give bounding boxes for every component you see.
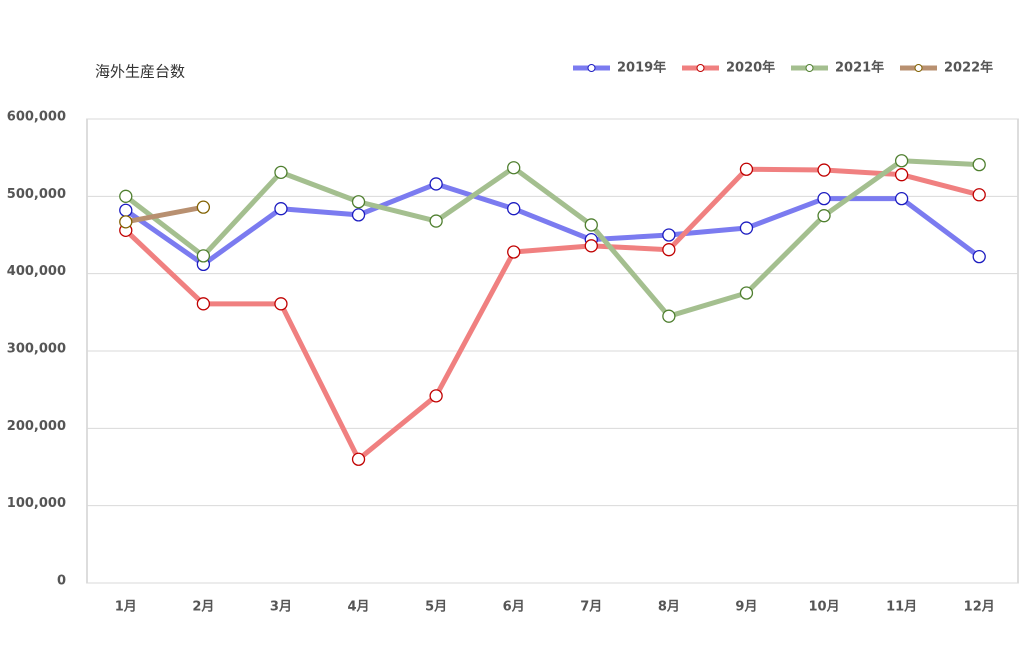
data-point bbox=[972, 188, 986, 202]
data-point bbox=[972, 250, 986, 264]
chart-title: 海外生産台数 bbox=[95, 63, 185, 81]
legend-marker bbox=[696, 64, 705, 72]
data-point bbox=[972, 157, 986, 172]
x-tick-label: 5月 bbox=[425, 600, 447, 615]
x-tick-label: 6月 bbox=[503, 600, 525, 615]
x-tick-label: 3月 bbox=[270, 600, 292, 615]
y-tick-label: 0 bbox=[57, 574, 66, 589]
series-line bbox=[124, 166, 980, 462]
x-tick-label: 9月 bbox=[735, 600, 757, 615]
data-point bbox=[662, 228, 676, 242]
y-tick-label: 600,000 bbox=[7, 110, 66, 125]
data-point bbox=[274, 165, 288, 180]
legend-label: 2019年 bbox=[617, 60, 666, 76]
data-point bbox=[739, 221, 754, 235]
data-point bbox=[119, 215, 133, 229]
data-point bbox=[584, 239, 598, 253]
data-point bbox=[817, 209, 831, 223]
legend-marker bbox=[914, 64, 923, 72]
y-tick-label: 100,000 bbox=[7, 496, 66, 511]
x-tick-label: 11月 bbox=[886, 600, 917, 615]
series-line bbox=[124, 181, 981, 267]
data-point bbox=[429, 177, 443, 191]
data-point bbox=[196, 200, 211, 214]
legend-label: 2020年 bbox=[726, 60, 775, 76]
y-tick-label: 400,000 bbox=[7, 264, 66, 279]
data-point bbox=[662, 309, 676, 323]
x-tick-label: 12月 bbox=[964, 600, 995, 615]
data-point bbox=[119, 203, 133, 217]
data-point bbox=[351, 208, 366, 222]
series-line bbox=[124, 158, 980, 319]
data-point bbox=[739, 162, 754, 176]
data-point bbox=[817, 192, 831, 206]
data-point bbox=[351, 195, 366, 209]
data-point bbox=[817, 163, 831, 177]
y-tick-label: 500,000 bbox=[7, 187, 66, 202]
data-point bbox=[196, 249, 211, 263]
data-point bbox=[507, 202, 521, 216]
data-point bbox=[584, 218, 598, 232]
x-tick-label: 4月 bbox=[348, 600, 370, 615]
data-point bbox=[429, 214, 443, 228]
legend-label: 2021年 bbox=[835, 60, 884, 76]
x-tick-label: 7月 bbox=[580, 600, 602, 615]
data-point bbox=[274, 202, 288, 216]
data-point bbox=[196, 297, 211, 311]
legend-marker bbox=[587, 64, 596, 72]
x-tick-label: 1月 bbox=[115, 600, 137, 615]
x-tick-label: 10月 bbox=[808, 600, 839, 615]
y-tick-label: 300,000 bbox=[7, 342, 66, 357]
data-point bbox=[894, 168, 909, 182]
data-point bbox=[351, 452, 366, 466]
x-tick-label: 8月 bbox=[658, 600, 680, 615]
series-line bbox=[125, 204, 204, 225]
data-point bbox=[507, 161, 521, 175]
data-point bbox=[429, 389, 443, 403]
data-point bbox=[739, 286, 754, 300]
data-point bbox=[507, 245, 521, 259]
data-point bbox=[894, 154, 909, 168]
legend-marker bbox=[805, 64, 814, 72]
legend-label: 2022年 bbox=[944, 60, 993, 76]
data-point bbox=[662, 243, 676, 257]
y-tick-label: 200,000 bbox=[7, 419, 66, 434]
x-tick-label: 2月 bbox=[192, 600, 214, 615]
data-point bbox=[274, 297, 288, 311]
data-point bbox=[119, 189, 133, 203]
data-point bbox=[894, 192, 909, 206]
